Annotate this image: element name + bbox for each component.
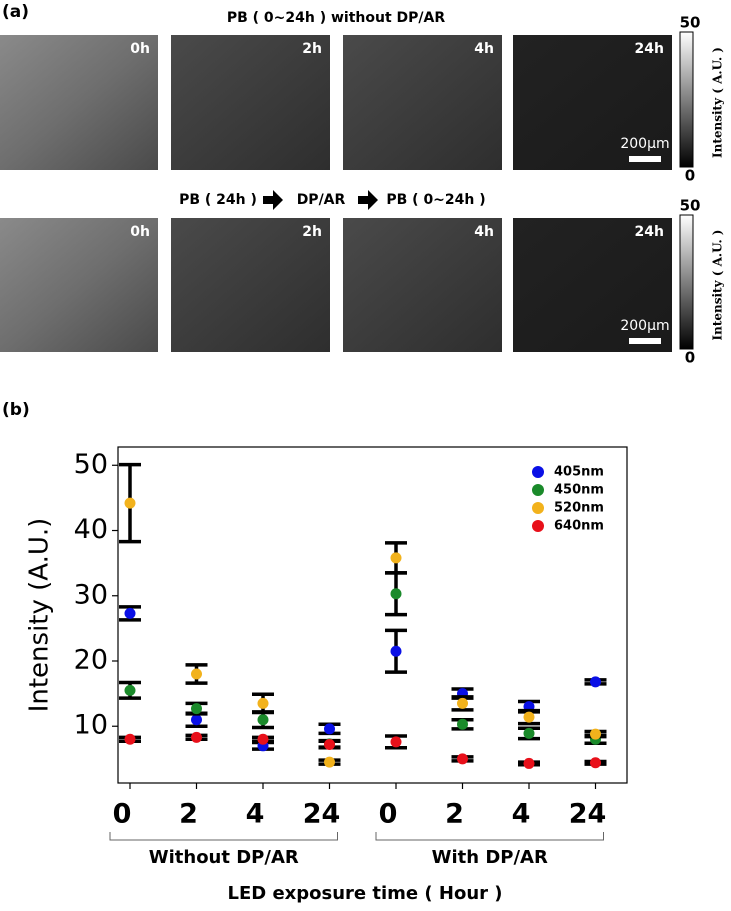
plot-frame <box>117 446 628 784</box>
panel-a: PB ( 0~24h ) without DP/AR 0h 2h 4h 24h 200μm… <box>0 10 725 367</box>
x-tick-label: 2 <box>445 799 464 830</box>
data-point <box>457 753 468 765</box>
x-tick-label: 0 <box>113 799 132 830</box>
y-tick-label: 40 <box>74 514 108 545</box>
legend-label: 450nm <box>554 483 604 498</box>
time-label: 4h <box>474 224 494 240</box>
data-point <box>390 552 402 564</box>
x-axis-label: LED exposure time ( Hour ) <box>227 883 502 904</box>
time-label: 0h <box>130 224 150 240</box>
x-tick-label: 4 <box>246 799 265 830</box>
row-title: PB ( 24h ) <box>179 192 257 208</box>
scale-bar <box>629 156 661 162</box>
x-tick-label: 4 <box>512 799 531 830</box>
data-point <box>257 733 269 745</box>
microscope-image <box>343 218 502 352</box>
data-point <box>390 736 402 748</box>
colorbar-label: Intensity ( A.U. ) <box>711 230 725 341</box>
legend-label: 405nm <box>554 465 604 480</box>
data-point <box>124 684 136 696</box>
scale-bar <box>629 338 661 344</box>
time-label: 24h <box>635 41 664 57</box>
legend-marker <box>532 502 544 514</box>
data-point <box>324 723 335 735</box>
legend-label: 640nm <box>554 519 604 534</box>
scale-bar-label: 200μm <box>620 318 669 334</box>
colorbar <box>679 214 694 350</box>
data-point <box>590 757 601 769</box>
microscope-image <box>171 218 330 352</box>
time-label: 4h <box>474 41 494 57</box>
time-label: 2h <box>302 41 322 57</box>
data-point <box>457 718 468 730</box>
colorbar-max: 50 <box>680 197 701 215</box>
scale-bar-label: 200μm <box>620 136 669 152</box>
panel-label: (b) <box>2 400 30 420</box>
data-point <box>191 668 202 680</box>
data-point <box>191 714 202 726</box>
data-point <box>191 731 202 743</box>
group-bracket <box>109 832 338 841</box>
data-point <box>523 711 535 723</box>
data-point <box>124 733 136 745</box>
data-point <box>324 756 335 768</box>
group-bracket <box>375 832 604 841</box>
data-point <box>390 588 402 600</box>
row-title: PB ( 0~24h ) <box>386 192 485 208</box>
legend-marker <box>532 466 544 478</box>
x-tick-label: 0 <box>379 799 398 830</box>
microscope-image <box>513 35 672 170</box>
data-point <box>124 607 136 619</box>
data-point <box>590 676 601 688</box>
data-point <box>124 497 136 509</box>
legend-marker <box>532 520 544 532</box>
legend-label: 520nm <box>554 501 604 516</box>
x-tick-label: 24 <box>569 799 607 830</box>
microscope-image <box>0 218 158 352</box>
legend-marker <box>532 484 544 496</box>
microscope-image <box>343 35 502 170</box>
x-tick-label: 2 <box>179 799 198 830</box>
data-point <box>257 714 269 726</box>
data-point <box>390 645 402 657</box>
data-point <box>590 728 601 740</box>
data-point <box>523 727 535 739</box>
x-tick-label: 24 <box>303 799 341 830</box>
data-point <box>523 757 535 769</box>
arrow <box>358 190 378 210</box>
colorbar-label: Intensity ( A.U. ) <box>711 47 725 158</box>
time-label: 2h <box>302 224 322 240</box>
data-point <box>457 697 468 709</box>
colorbar-min: 0 <box>685 349 695 367</box>
data-point <box>324 739 335 751</box>
time-label: 0h <box>130 41 150 57</box>
data-point <box>257 697 269 709</box>
row-title: PB ( 0~24h ) without DP/AR <box>227 10 446 26</box>
data-point <box>191 703 202 715</box>
row-title: DP/AR <box>297 192 346 208</box>
arrow <box>263 190 283 210</box>
y-tick-label: 30 <box>74 579 108 610</box>
colorbar-max: 50 <box>680 14 701 32</box>
microscope-image <box>0 35 158 170</box>
panel-label: (a) <box>2 2 29 22</box>
time-label: 24h <box>635 224 664 240</box>
microscope-image <box>171 35 330 170</box>
y-tick-label: 50 <box>74 449 108 480</box>
y-tick-label: 20 <box>74 644 108 675</box>
colorbar <box>679 31 694 168</box>
colorbar-min: 0 <box>685 167 695 185</box>
y-axis-label: Intensity (A.U.) <box>25 518 55 713</box>
group-label: Without DP/AR <box>149 847 299 868</box>
y-tick-label: 10 <box>74 710 108 741</box>
group-label: With DP/AR <box>432 847 548 868</box>
microscope-image <box>513 218 672 352</box>
